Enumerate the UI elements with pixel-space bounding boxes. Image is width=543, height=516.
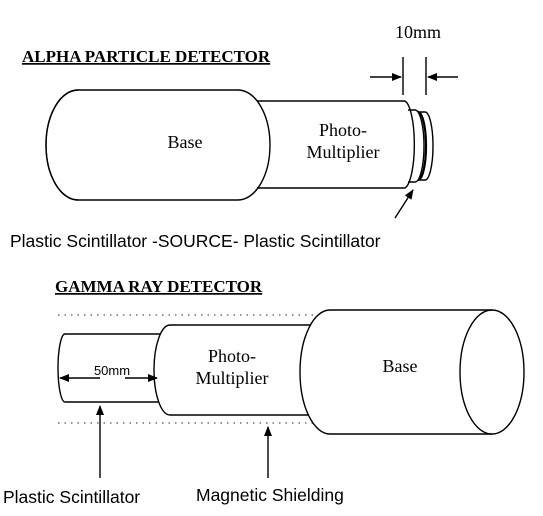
alpha-title: ALPHA PARTICLE DETECTOR: [22, 47, 271, 66]
gamma-shielding-label: Magnetic Shielding: [196, 485, 344, 505]
alpha-pmt-label-line2: Multiplier: [307, 142, 380, 162]
alpha-base-cylinder: [45, 89, 271, 201]
alpha-detector: ALPHA PARTICLE DETECTOR Base Photo- Mult…: [10, 22, 458, 251]
alpha-scintillator-pointer: [394, 189, 414, 219]
gamma-pmt-label-line1: Photo-: [208, 346, 256, 366]
gamma-length-label: 50mm: [94, 363, 130, 378]
gamma-scintillator-label: Plastic Scintillator: [3, 487, 140, 507]
gamma-pmt-label-line2: Multiplier: [196, 368, 269, 388]
gamma-title: GAMMA RAY DETECTOR: [55, 277, 263, 296]
alpha-caption: Plastic Scintillator -SOURCE- Plastic Sc…: [10, 231, 381, 251]
alpha-gap-label: 10mm: [395, 22, 441, 42]
alpha-base-label: Base: [168, 132, 203, 152]
alpha-scintillator-discs: [408, 109, 434, 183]
gamma-base-cylinder: [299, 309, 525, 435]
alpha-pmt-label-line1: Photo-: [319, 120, 367, 140]
gamma-detector: GAMMA RAY DETECTOR Photo- Multiplier Bas…: [3, 277, 525, 507]
gamma-base-label: Base: [383, 356, 418, 376]
